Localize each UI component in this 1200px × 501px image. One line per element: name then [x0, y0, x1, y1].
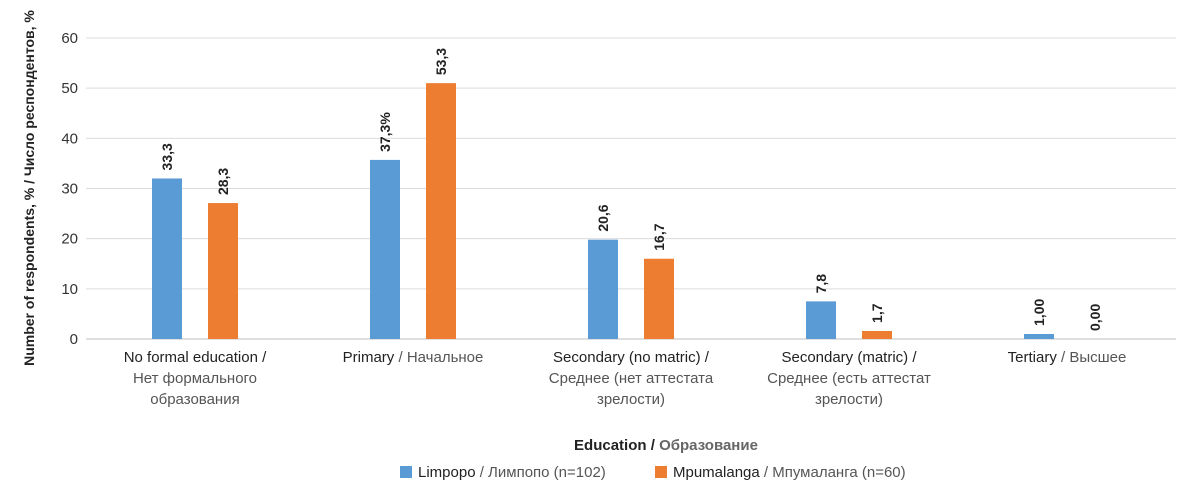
x-axis-title-ru: Образование: [659, 437, 758, 454]
bar: [644, 258, 674, 339]
data-label: 33,3: [159, 143, 175, 170]
y-tick-label: 30: [61, 181, 78, 198]
bar: [208, 203, 238, 339]
x-category-label-ru: Среднее (есть аттестат: [767, 370, 931, 387]
legend-label: Mpumalanga / Мпумаланга (n=60): [673, 464, 906, 481]
data-label: 16,7: [651, 223, 667, 250]
bar: [806, 301, 836, 339]
y-tick-label: 20: [61, 231, 78, 248]
legend-label: Limpopo / Лимпопо (n=102): [418, 464, 606, 481]
bar: [1024, 333, 1054, 339]
y-tick-label: 40: [61, 130, 78, 147]
legend-swatch: [655, 466, 667, 478]
data-labels: 33,3 37,3% 20,6 7,8 1,00 28,3 53,3 16,7 1,7 0,00: [159, 48, 1103, 331]
bar: [152, 178, 182, 339]
bar: [426, 83, 456, 340]
x-category-label-ru: зрелости): [597, 391, 665, 408]
data-label: 1,00: [1031, 299, 1047, 326]
x-category-label-ru: образования: [150, 391, 239, 408]
x-category-label: No formal education /: [124, 349, 267, 366]
x-category-label: Secondary (matric) /: [781, 349, 917, 366]
x-axis-title: Education / Образование: [574, 437, 758, 454]
bar: [862, 330, 892, 339]
data-label: 1,7: [869, 303, 885, 323]
y-tick-label: 60: [61, 30, 78, 47]
y-tick-label: 10: [61, 281, 78, 298]
data-label: 53,3: [433, 48, 449, 75]
x-category-label-ru: зрелости): [815, 391, 883, 408]
gridlines: [86, 37, 1176, 340]
x-axis-categories: No formal education / Нет формального обра…: [124, 349, 1127, 408]
data-label: 37,3%: [377, 112, 393, 152]
data-label: 20,6: [595, 204, 611, 231]
x-category-label: Tertiary / Высшее: [1008, 349, 1127, 366]
x-category-label: Primary / Начальное: [343, 349, 484, 366]
x-category-label-ru: Среднее (нет аттестата: [549, 370, 714, 387]
y-tick-label: 0: [70, 331, 78, 348]
y-tick-label: 50: [61, 80, 78, 97]
bars: [152, 83, 1054, 340]
data-label: 7,8: [813, 274, 829, 294]
x-axis-title-en: Education: [574, 437, 647, 454]
x-axis-title-separator: /: [647, 437, 660, 454]
bar: [588, 239, 618, 339]
data-label: 0,00: [1087, 304, 1103, 331]
x-category-label-ru: Нет формального: [133, 370, 257, 387]
data-label: 28,3: [215, 168, 231, 195]
legend-swatch: [400, 466, 412, 478]
y-axis-ticks: 0 10 20 30 40 50 60: [61, 30, 78, 348]
legend: Limpopo / Лимпопо (n=102) Mpumalanga / Мп…: [400, 464, 906, 481]
bar: [370, 159, 400, 339]
y-axis-title: Number of respondents, % / Число респонд…: [21, 10, 37, 366]
x-category-label: Secondary (no matric) /: [553, 349, 710, 366]
